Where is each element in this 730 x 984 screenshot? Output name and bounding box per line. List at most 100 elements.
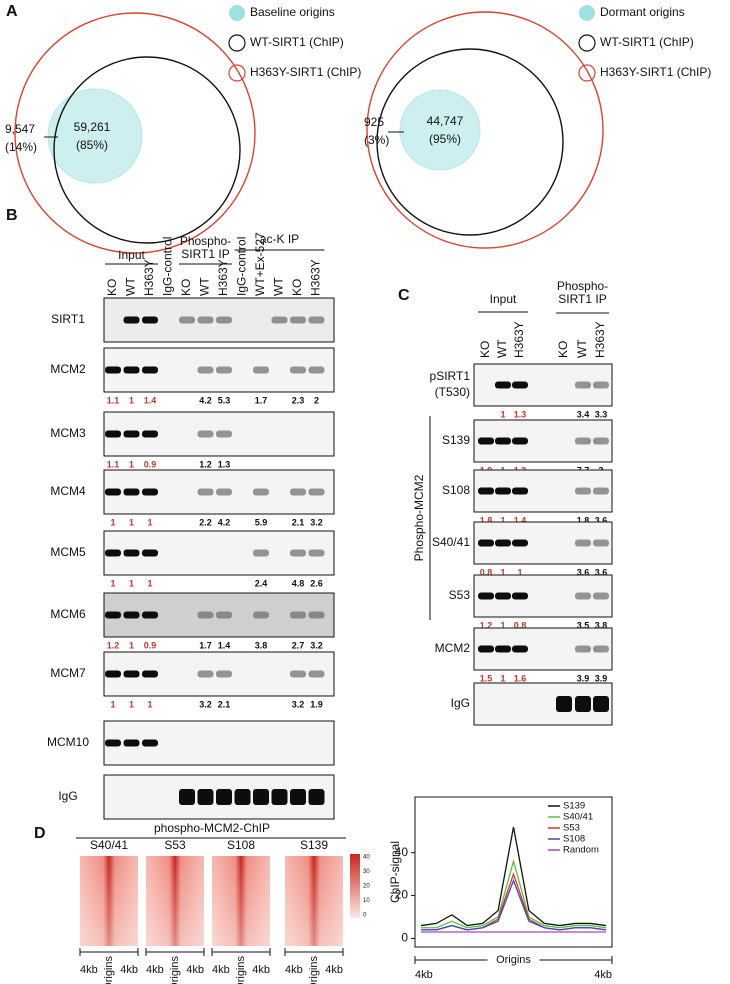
group-label: Input bbox=[118, 248, 145, 262]
lane-label: WT bbox=[198, 277, 212, 296]
band bbox=[495, 487, 511, 495]
quant-label: 0.8 bbox=[480, 567, 493, 577]
side-label: Phospho-MCM2 bbox=[412, 474, 426, 561]
venn-count: 925 bbox=[364, 115, 384, 129]
band bbox=[575, 592, 591, 600]
band bbox=[575, 539, 591, 547]
heatmap-title: phospho-MCM2-ChIP bbox=[154, 821, 270, 835]
band bbox=[216, 670, 232, 678]
band bbox=[197, 430, 214, 438]
band bbox=[234, 789, 251, 805]
lane-label: WT bbox=[495, 339, 509, 358]
heatmap-axis-label: 4kb bbox=[212, 964, 230, 976]
quant-label: 1.8 bbox=[577, 515, 590, 525]
blot bbox=[473, 419, 613, 463]
band bbox=[216, 488, 232, 496]
y-tick-label: 20 bbox=[395, 888, 409, 902]
band bbox=[197, 670, 214, 678]
blot-label: (T530) bbox=[435, 385, 470, 399]
quant-label: 1 bbox=[500, 620, 505, 630]
heatmap-axis-label: Origins bbox=[169, 956, 181, 984]
band bbox=[253, 611, 269, 619]
band bbox=[123, 366, 140, 374]
group-label: SIRT1 IP bbox=[181, 247, 229, 261]
lane-label: H363Y bbox=[309, 259, 323, 296]
lane-label: IgG-control bbox=[161, 237, 175, 296]
band bbox=[142, 670, 158, 678]
band bbox=[216, 366, 232, 374]
quant-label: 1 bbox=[500, 673, 505, 683]
lane-label: KO bbox=[556, 341, 570, 358]
legend-label: S108 bbox=[563, 834, 585, 845]
quant-label: 3.6 bbox=[595, 567, 608, 577]
colorbar-tick: 30 bbox=[363, 869, 370, 875]
lane-label: WT bbox=[124, 277, 138, 296]
series-line bbox=[421, 872, 607, 931]
band bbox=[593, 592, 609, 600]
blot-label: MCM4 bbox=[50, 484, 86, 498]
legend-swatch bbox=[578, 64, 596, 82]
blot bbox=[473, 574, 613, 618]
venn-circle bbox=[376, 48, 564, 236]
band bbox=[197, 611, 214, 619]
heatmap-fade bbox=[212, 856, 270, 946]
quant-label: 3.8 bbox=[255, 640, 268, 650]
heatmap-fade bbox=[80, 856, 138, 946]
blot-label: SIRT1 bbox=[51, 312, 85, 326]
band bbox=[142, 316, 158, 324]
quant-label: 1.9 bbox=[310, 699, 323, 709]
legend-label: WT-SIRT1 (ChIP) bbox=[250, 35, 344, 49]
blot bbox=[473, 521, 613, 565]
band bbox=[216, 430, 232, 438]
quant-label: 0.9 bbox=[144, 640, 157, 650]
quant-label: 0.8 bbox=[514, 620, 527, 630]
lane-label: WT+Ex-527 bbox=[253, 232, 267, 296]
band bbox=[253, 366, 269, 374]
band bbox=[197, 316, 214, 324]
band bbox=[478, 487, 494, 495]
band bbox=[142, 549, 158, 557]
y-axis-label: ChIP-signal bbox=[388, 841, 402, 903]
band bbox=[253, 789, 269, 805]
blot bbox=[473, 363, 613, 407]
venn-count: 44,747 bbox=[427, 114, 464, 128]
band bbox=[593, 539, 609, 547]
panel-label: A bbox=[6, 3, 18, 20]
band bbox=[575, 437, 591, 445]
quant-label: 1 bbox=[129, 578, 134, 588]
quant-label: 3.3 bbox=[595, 409, 608, 419]
quant-label: 2.1 bbox=[218, 699, 231, 709]
band bbox=[123, 488, 140, 496]
colorbar-tick: 10 bbox=[363, 898, 370, 904]
quant-label: 1 bbox=[110, 517, 115, 527]
quant-label: 4.8 bbox=[292, 578, 305, 588]
quant-label: 1 bbox=[147, 517, 152, 527]
quant-label: 5.3 bbox=[218, 395, 231, 405]
series-line bbox=[421, 858, 607, 929]
quant-label: 1.2 bbox=[199, 459, 212, 469]
heatmap-axis-label: 4kb bbox=[285, 964, 303, 976]
lane-label: H363Y bbox=[593, 321, 607, 358]
quant-label: 4.2 bbox=[199, 395, 212, 405]
heatmap-label: S40/41 bbox=[90, 838, 128, 852]
band bbox=[478, 437, 494, 445]
band bbox=[495, 437, 511, 445]
band bbox=[271, 316, 288, 324]
group-label: Phospho- bbox=[180, 234, 231, 248]
band bbox=[290, 549, 306, 557]
band bbox=[593, 645, 609, 653]
band bbox=[216, 789, 232, 805]
quant-label: 1 bbox=[129, 395, 134, 405]
quant-label: 1 bbox=[517, 567, 522, 577]
group-label: SIRT1 IP bbox=[558, 292, 606, 306]
band bbox=[179, 316, 195, 324]
plot-frame bbox=[414, 796, 613, 948]
legend-swatch bbox=[228, 64, 246, 82]
band bbox=[216, 611, 232, 619]
band bbox=[105, 430, 121, 438]
band bbox=[179, 789, 195, 805]
y-tick-label: 0 bbox=[401, 931, 408, 945]
legend-label: Dormant origins bbox=[600, 5, 685, 19]
blot-label: pSIRT1 bbox=[430, 369, 471, 383]
band bbox=[308, 789, 325, 805]
